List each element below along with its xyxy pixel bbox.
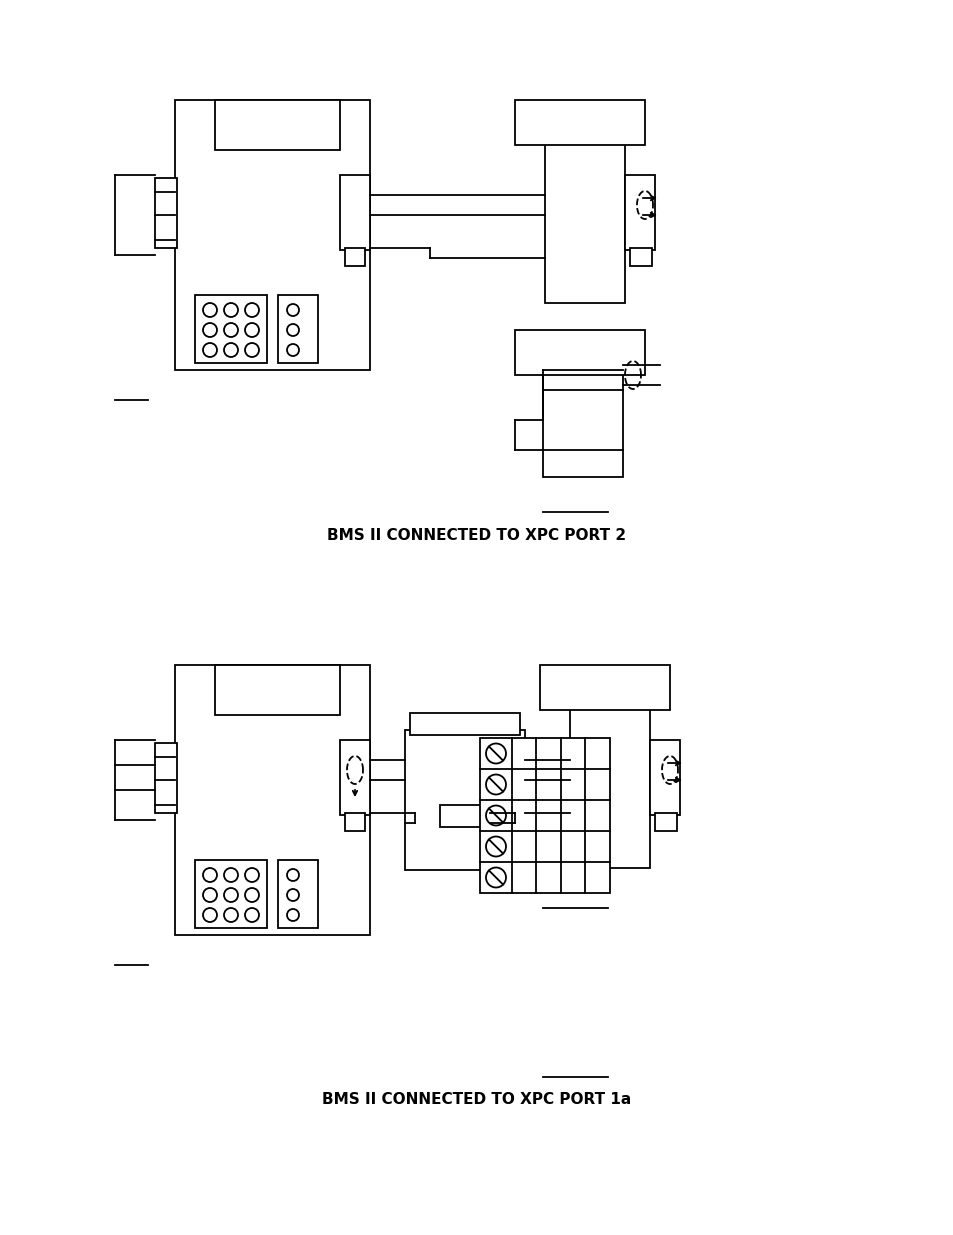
Bar xyxy=(339,740,370,815)
Bar xyxy=(439,805,490,827)
Bar xyxy=(277,295,317,363)
Bar xyxy=(624,175,655,249)
Bar xyxy=(214,100,339,149)
Bar xyxy=(154,178,177,248)
Bar xyxy=(569,683,649,868)
Bar xyxy=(405,730,524,869)
Bar xyxy=(649,740,679,815)
Bar xyxy=(174,664,370,935)
Bar xyxy=(410,713,519,735)
Bar xyxy=(194,860,267,927)
Bar xyxy=(154,743,177,813)
Bar xyxy=(339,175,370,249)
Bar xyxy=(194,295,267,363)
Bar xyxy=(539,664,669,710)
Bar xyxy=(345,248,365,266)
Text: BMS II CONNECTED TO XPC PORT 2: BMS II CONNECTED TO XPC PORT 2 xyxy=(327,527,626,542)
Bar xyxy=(655,813,677,831)
Bar xyxy=(277,860,317,927)
Bar xyxy=(479,739,609,893)
Bar xyxy=(214,664,339,715)
Text: BMS II CONNECTED TO XPC PORT 1a: BMS II CONNECTED TO XPC PORT 1a xyxy=(322,1093,631,1108)
Bar xyxy=(629,248,651,266)
Bar xyxy=(515,100,644,144)
Bar xyxy=(544,119,624,303)
Bar xyxy=(174,100,370,370)
Bar xyxy=(515,330,644,375)
Bar xyxy=(542,347,622,477)
Bar xyxy=(345,813,365,831)
